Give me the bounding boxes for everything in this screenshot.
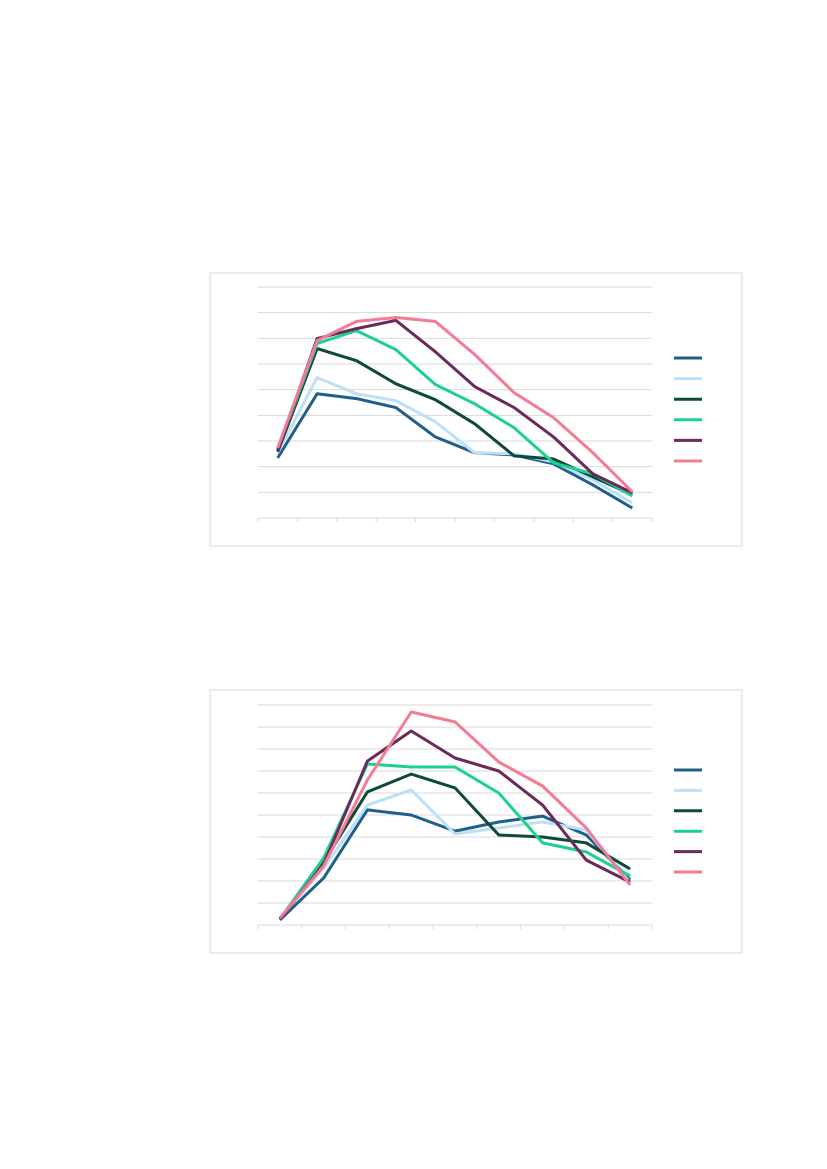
series-line (278, 710, 632, 919)
series-line (276, 376, 634, 505)
series-line (278, 788, 632, 919)
series-line (276, 392, 634, 510)
series-line (276, 329, 634, 498)
series-line (278, 729, 631, 921)
series-line (276, 316, 634, 493)
chart-frame (209, 689, 743, 954)
chart-frame (209, 272, 743, 547)
series-line (276, 318, 633, 495)
